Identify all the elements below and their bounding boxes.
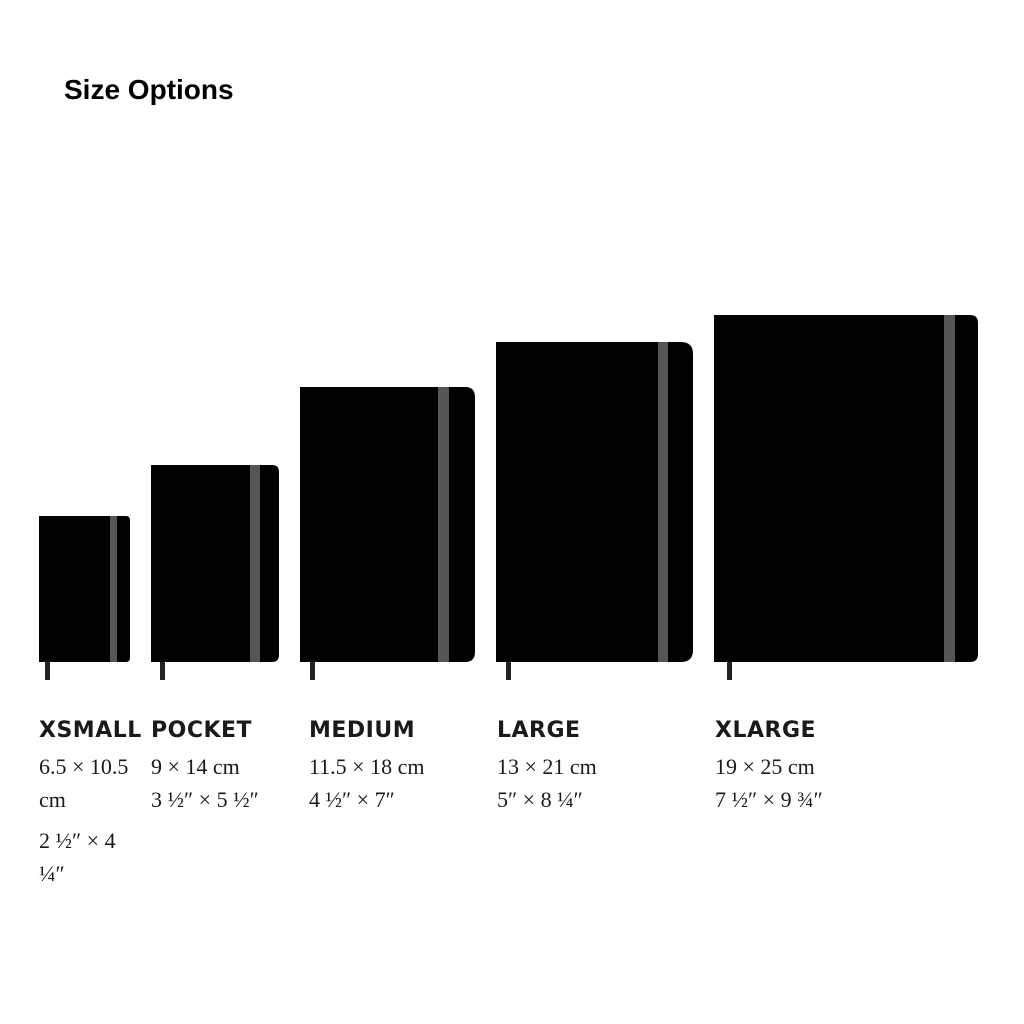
size-imperial: 4 ½″ × 7″ [309,787,395,812]
size-metric: 6.5 × 10.5 cm [39,754,129,812]
size-imperial: 2 ½″ × 4 ¼″ [39,828,116,886]
notebook-xlarge [714,315,978,680]
notebook-xsmall [39,516,130,680]
page-title: Size Options [64,74,234,105]
size-column: XSMALL 6.5 × 10.5 cm 2 ½″ × 4 ¼″ [39,718,142,890]
size-name: XLARGE [715,718,817,743]
size-column: POCKET 9 × 14 cm 3 ½″ × 5 ½″ [151,718,259,816]
size-imperial: 3 ½″ × 5 ½″ [151,787,259,812]
size-column: MEDIUM 11.5 × 18 cm 4 ½″ × 7″ [309,718,424,816]
size-column: XLARGE 19 × 25 cm 7 ½″ × 9 ¾″ [715,718,823,816]
size-name: POCKET [151,718,253,743]
size-name: LARGE [497,718,581,743]
size-column: LARGE 13 × 21 cm 5″ × 8 ¼″ [497,718,597,816]
size-name: MEDIUM [309,718,416,743]
notebook-pocket [151,465,279,680]
size-metric: 11.5 × 18 cm [309,754,425,779]
size-name: XSMALL [39,718,142,743]
size-metric: 9 × 14 cm [151,754,240,779]
size-metric: 19 × 25 cm [715,754,815,779]
notebook-large [496,342,693,680]
size-imperial: 5″ × 8 ¼″ [497,787,583,812]
size-imperial: 7 ½″ × 9 ¾″ [715,787,823,812]
notebooks [39,315,978,680]
notebook-medium [300,387,475,680]
size-metric: 13 × 21 cm [497,754,597,779]
